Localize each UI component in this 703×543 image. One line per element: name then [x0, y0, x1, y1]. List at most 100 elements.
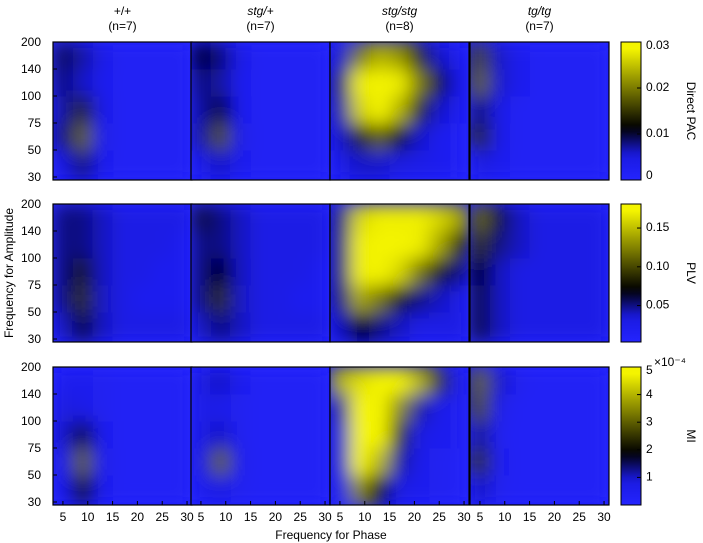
heatmap-cell — [250, 231, 271, 259]
heatmap-cell — [549, 69, 570, 97]
heatmap-cell — [549, 231, 570, 259]
heatmap-cell — [349, 123, 371, 151]
y-tick-label: 75 — [28, 116, 42, 130]
column-title: +/+ — [114, 4, 131, 18]
heatmap-cell — [529, 421, 550, 449]
heatmap-cell — [569, 150, 590, 180]
heatmap-cell — [270, 42, 291, 70]
heatmap-cell — [470, 123, 491, 151]
heatmap-cell — [290, 285, 311, 313]
colorbar — [620, 366, 642, 506]
heatmap-cell — [230, 150, 252, 180]
heatmap-cell — [172, 96, 192, 124]
heatmap-cell — [349, 448, 371, 476]
heatmap-cell — [509, 150, 531, 180]
heatmap-cell — [191, 204, 212, 232]
heatmap-cell — [72, 285, 94, 313]
heatmap-cells — [330, 42, 469, 180]
heatmap-panel — [470, 204, 609, 342]
heatmap-cell — [92, 394, 114, 422]
heatmap-cell — [589, 448, 609, 476]
heatmap-cell — [389, 258, 410, 286]
heatmap-cell — [53, 475, 74, 505]
heatmap-cell — [330, 367, 351, 395]
heatmap-cell — [470, 448, 491, 476]
heatmap-cell — [369, 448, 391, 476]
heatmap-cell — [409, 394, 430, 422]
heatmap-cells — [470, 42, 609, 180]
x-tick-label: 5 — [477, 510, 484, 524]
heatmap-cell — [389, 42, 410, 70]
heatmap-cell — [509, 367, 531, 395]
heatmap-cell — [429, 123, 450, 151]
x-tick-label: 10 — [81, 510, 95, 524]
heatmap-cell — [310, 394, 330, 422]
heatmap-cell — [191, 448, 212, 476]
heatmap-cell — [191, 96, 212, 124]
heatmap-cell — [152, 394, 173, 422]
heatmap-cell — [310, 421, 330, 449]
column-n: (n=7) — [525, 19, 553, 33]
heatmap-cell — [72, 123, 94, 151]
heatmap-cell — [132, 96, 153, 124]
heatmap-cell — [53, 231, 74, 259]
heatmap-cell — [92, 367, 114, 395]
heatmap-cell — [290, 475, 311, 505]
heatmap-cell — [389, 150, 410, 180]
panel-frame — [469, 41, 610, 181]
heatmap-cell — [290, 394, 311, 422]
heatmap-cell — [549, 421, 570, 449]
heatmap-cell — [270, 204, 291, 232]
heatmap-cell — [569, 367, 590, 395]
heatmap-cell — [290, 42, 311, 70]
heatmap-cell — [210, 123, 232, 151]
heatmap-cell — [589, 258, 609, 286]
heatmap-cell — [112, 96, 133, 124]
heatmap-cell — [549, 448, 570, 476]
y-tick-label: 50 — [28, 468, 42, 482]
heatmap-cell — [509, 69, 531, 97]
heatmap-cell — [270, 258, 291, 286]
heatmap-cell — [409, 475, 430, 505]
heatmap-cell — [470, 421, 491, 449]
heatmap-cell — [92, 150, 114, 180]
heatmap-cell — [270, 150, 291, 180]
heatmap-cell — [589, 312, 609, 342]
y-axis-label: Frequency for Amplitude — [2, 208, 16, 338]
heatmap-cell — [230, 204, 252, 232]
heatmap-cell — [172, 231, 192, 259]
heatmap-cell — [369, 258, 391, 286]
heatmap-cell — [489, 231, 511, 259]
heatmap-cell — [210, 231, 232, 259]
heatmap-cell — [529, 285, 550, 313]
panel-frame — [329, 41, 470, 181]
heatmap-cell — [270, 475, 291, 505]
heatmap-cell — [53, 285, 74, 313]
heatmap-cell — [589, 231, 609, 259]
heatmap-cell — [152, 96, 173, 124]
heatmap-cell — [132, 69, 153, 97]
heatmap-cell — [409, 448, 430, 476]
x-tick-label: 25 — [294, 510, 308, 524]
heatmap-cell — [529, 69, 550, 97]
heatmap-cell — [290, 231, 311, 259]
heatmap-cell — [509, 96, 531, 124]
heatmap-cell — [290, 96, 311, 124]
heatmap-cell — [210, 421, 232, 449]
y-tick-label: 75 — [28, 278, 42, 292]
heatmap-cell — [112, 42, 133, 70]
heatmap-cell — [549, 285, 570, 313]
heatmap-cell — [509, 312, 531, 342]
heatmap-cell — [230, 42, 252, 70]
heatmap-cell — [310, 367, 330, 395]
heatmap-cell — [191, 258, 212, 286]
heatmap-cell — [470, 42, 491, 70]
heatmap-cell — [389, 123, 410, 151]
heatmap-cell — [449, 69, 469, 97]
heatmap-cell — [210, 448, 232, 476]
heatmap-cell — [569, 258, 590, 286]
heatmap-cell — [509, 123, 531, 151]
heatmap-panel — [470, 367, 609, 505]
heatmap-cell — [389, 421, 410, 449]
heatmap-cell — [92, 204, 114, 232]
